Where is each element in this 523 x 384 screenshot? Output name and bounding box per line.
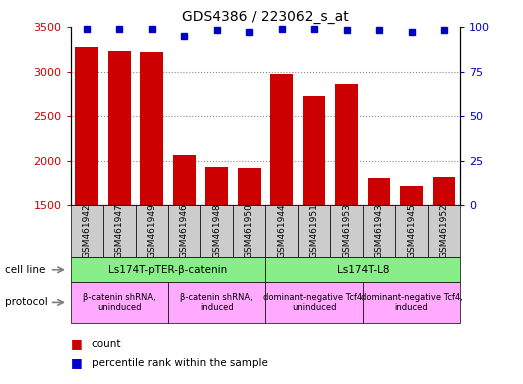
Text: percentile rank within the sample: percentile rank within the sample (92, 358, 267, 368)
Bar (103, 205, 135, 257)
Bar (266, 257, 460, 282)
Text: GSM461944: GSM461944 (277, 203, 286, 258)
Bar (238, 168, 260, 339)
Text: ■: ■ (71, 337, 82, 350)
Text: GSM461946: GSM461946 (180, 203, 189, 258)
Bar (71, 205, 103, 257)
Text: GSM461947: GSM461947 (115, 203, 124, 258)
Bar (433, 177, 456, 339)
Text: Ls174T-L8: Ls174T-L8 (337, 265, 389, 275)
Text: GSM461951: GSM461951 (310, 203, 319, 258)
Bar (298, 205, 331, 257)
Text: GSM461942: GSM461942 (82, 203, 92, 258)
Text: dominant-negative Tcf4,
induced: dominant-negative Tcf4, induced (360, 293, 462, 312)
Text: ■: ■ (71, 356, 82, 369)
Text: GSM461952: GSM461952 (439, 203, 449, 258)
Text: β-catenin shRNA,
induced: β-catenin shRNA, induced (180, 293, 253, 312)
Text: GSM461949: GSM461949 (147, 203, 156, 258)
Bar (75, 47, 98, 339)
Text: count: count (92, 339, 121, 349)
Text: protocol: protocol (5, 297, 48, 308)
Bar (428, 205, 460, 257)
Bar (108, 51, 131, 339)
Bar (140, 52, 163, 339)
Bar (303, 96, 325, 339)
Bar (200, 205, 233, 257)
Bar (395, 205, 428, 257)
Text: GSM461948: GSM461948 (212, 203, 221, 258)
Text: β-catenin shRNA,
uninduced: β-catenin shRNA, uninduced (83, 293, 156, 312)
Bar (71, 282, 168, 323)
Bar (363, 205, 395, 257)
Bar (135, 205, 168, 257)
Bar (270, 74, 293, 339)
Title: GDS4386 / 223062_s_at: GDS4386 / 223062_s_at (182, 10, 349, 25)
Bar (331, 205, 363, 257)
Bar (168, 282, 266, 323)
Bar (266, 205, 298, 257)
Text: GSM461950: GSM461950 (245, 203, 254, 258)
Text: GSM461953: GSM461953 (342, 203, 351, 258)
Text: Ls174T-pTER-β-catenin: Ls174T-pTER-β-catenin (108, 265, 228, 275)
Bar (206, 167, 228, 339)
Bar (168, 205, 200, 257)
Bar (266, 282, 363, 323)
Text: dominant-negative Tcf4,
uninduced: dominant-negative Tcf4, uninduced (263, 293, 365, 312)
Bar (368, 178, 391, 339)
Bar (400, 186, 423, 339)
Text: GSM461945: GSM461945 (407, 203, 416, 258)
Bar (335, 84, 358, 339)
Text: GSM461943: GSM461943 (374, 203, 383, 258)
Bar (173, 154, 196, 339)
Bar (71, 257, 266, 282)
Bar (233, 205, 266, 257)
Bar (363, 282, 460, 323)
Text: cell line: cell line (5, 265, 46, 275)
